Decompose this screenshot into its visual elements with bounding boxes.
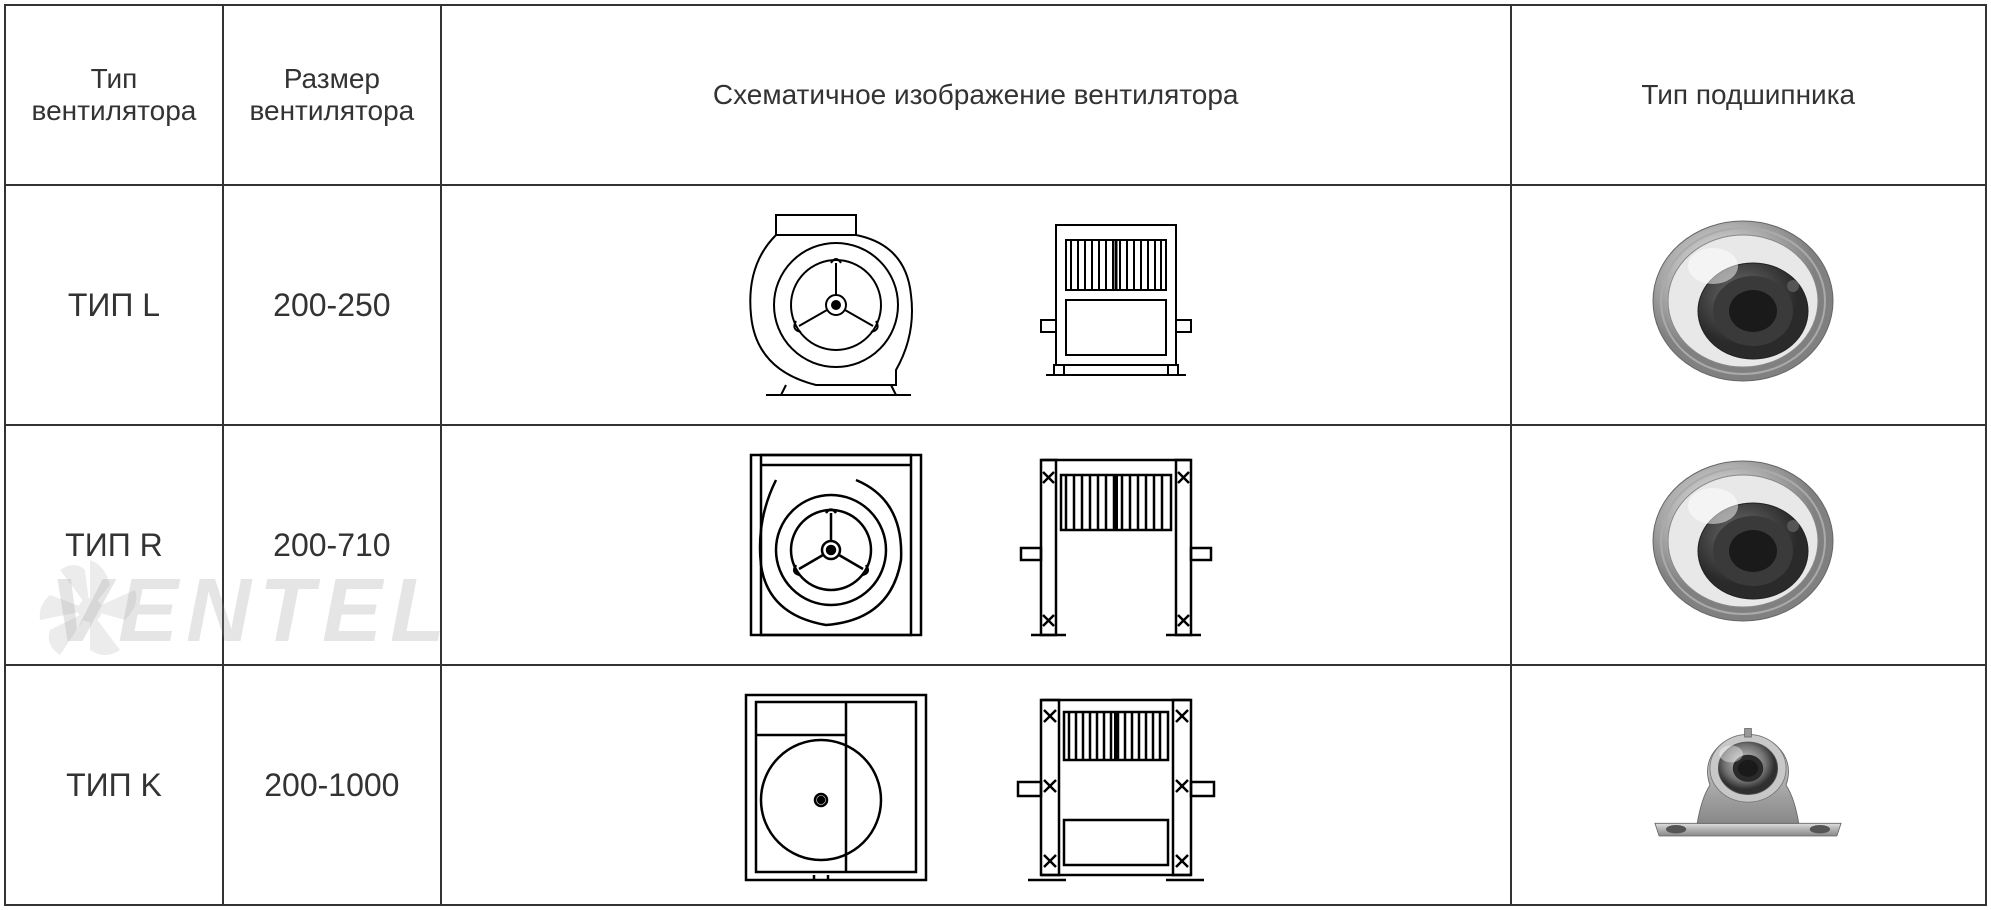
- table-row: ТИП R 200-710: [5, 425, 1986, 665]
- cell-bearing: [1511, 665, 1986, 905]
- cell-size: 200-1000: [223, 665, 441, 905]
- fan-side-view-r: [1006, 440, 1226, 650]
- cell-type: ТИП K: [5, 665, 223, 905]
- cell-bearing: [1511, 425, 1986, 665]
- fan-front-view-l: [736, 205, 956, 405]
- fan-types-table: Тип вентилятора Размер вентилятора Схема…: [4, 4, 1987, 906]
- fan-side-view-k: [1006, 680, 1226, 890]
- table-header-row: Тип вентилятора Размер вентилятора Схема…: [5, 5, 1986, 185]
- cell-type: ТИП L: [5, 185, 223, 425]
- header-fan-type: Тип вентилятора: [5, 5, 223, 185]
- bearing-pillow-block-icon: [1638, 691, 1858, 871]
- cell-size: 200-710: [223, 425, 441, 665]
- table-row: ТИП L 200-250: [5, 185, 1986, 425]
- fan-front-view-k: [726, 680, 946, 890]
- fan-side-view-l: [1016, 205, 1216, 405]
- fan-front-view-r: [726, 440, 946, 650]
- cell-schematic: [441, 425, 1511, 665]
- header-fan-size: Размер вентилятора: [223, 5, 441, 185]
- table-row: ТИП K 200-1000: [5, 665, 1986, 905]
- cell-bearing: [1511, 185, 1986, 425]
- cell-size: 200-250: [223, 185, 441, 425]
- header-bearing-type: Тип подшипника: [1511, 5, 1986, 185]
- cell-type: ТИП R: [5, 425, 223, 665]
- cell-schematic: [441, 665, 1511, 905]
- header-schematic: Схематичное изображение вентилятора: [441, 5, 1511, 185]
- bearing-insert-icon: [1638, 451, 1858, 631]
- cell-schematic: [441, 185, 1511, 425]
- bearing-insert-icon: [1638, 211, 1858, 391]
